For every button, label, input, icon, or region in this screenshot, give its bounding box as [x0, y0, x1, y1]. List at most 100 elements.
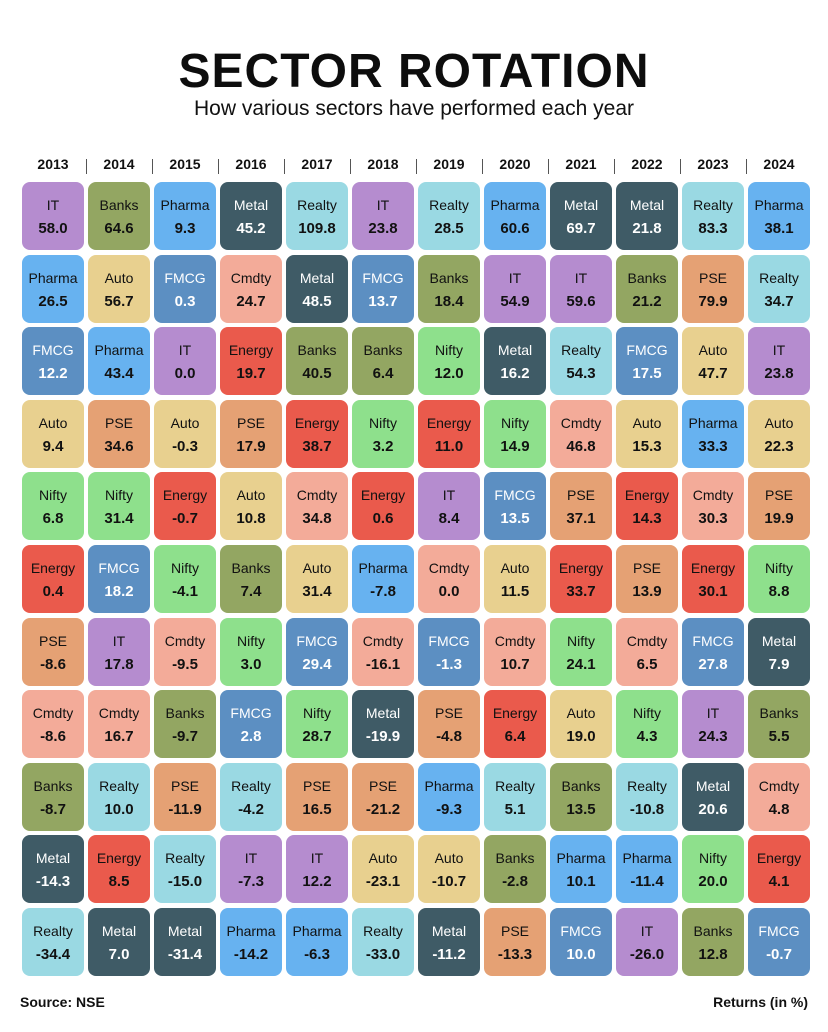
tile-return-value: -10.8: [629, 801, 665, 818]
tile-return-value: -9.5: [172, 656, 198, 673]
tile-sector-label: Realty: [495, 778, 535, 794]
tile-sector-label: Pharma: [754, 197, 804, 213]
tile-return-value: 58.0: [38, 220, 68, 237]
tile-2015-it: IT 0.0: [154, 327, 216, 395]
tile-return-value: 24.3: [698, 728, 728, 745]
tile-sector-label: Banks: [363, 342, 403, 358]
year-header-row: 2013 2014 2015 2016 2017 2018 2019 2020 2021 2022…: [20, 156, 812, 178]
tile-2020-pharma: Pharma 60.6: [484, 182, 546, 250]
tile-return-value: 16.5: [302, 801, 332, 818]
tile-2017-realty: Realty 109.8: [286, 182, 348, 250]
tile-2024-banks: Banks 5.5: [748, 690, 810, 758]
tile-return-value: -1.3: [436, 656, 462, 673]
tile-2017-fmcg: FMCG 29.4: [286, 618, 348, 686]
tile-sector-label: Auto: [500, 560, 530, 576]
tile-sector-label: FMCG: [98, 560, 140, 576]
tile-sector-label: Energy: [96, 850, 142, 866]
tile-return-value: 83.3: [698, 220, 728, 237]
tile-return-value: 14.9: [500, 438, 530, 455]
tile-2022-energy: Energy 14.3: [616, 472, 678, 540]
tile-return-value: -8.6: [40, 656, 66, 673]
tile-sector-label: Nifty: [567, 633, 595, 649]
tile-2018-cmdty: Cmdty -16.1: [352, 618, 414, 686]
tile-2015-pse: PSE -11.9: [154, 763, 216, 831]
tile-return-value: 9.3: [174, 220, 196, 237]
tile-sector-label: Auto: [566, 705, 596, 721]
tile-sector-label: Energy: [30, 560, 76, 576]
year-label-2021: 2021: [565, 156, 597, 172]
tile-2021-it: IT 59.6: [550, 255, 612, 323]
tile-2013-energy: Energy 0.4: [22, 545, 84, 613]
tile-return-value: 10.0: [566, 946, 596, 963]
tile-sector-label: IT: [112, 633, 126, 649]
tile-2018-pse: PSE -21.2: [352, 763, 414, 831]
tile-2014-realty: Realty 10.0: [88, 763, 150, 831]
year-label-2020: 2020: [499, 156, 531, 172]
tile-return-value: 38.1: [764, 220, 794, 237]
tile-2019-metal: Metal -11.2: [418, 908, 480, 976]
tile-2016-metal: Metal 45.2: [220, 182, 282, 250]
tile-2018-nifty: Nifty 3.2: [352, 400, 414, 468]
tile-2024-metal: Metal 7.9: [748, 618, 810, 686]
tile-sector-label: Cmdty: [626, 633, 668, 649]
year-separator: [218, 159, 219, 174]
tile-sector-label: FMCG: [692, 633, 734, 649]
tile-return-value: 29.4: [302, 656, 332, 673]
tile-sector-label: PSE: [38, 633, 67, 649]
tile-return-value: 13.5: [566, 801, 596, 818]
tile-sector-label: Metal: [35, 850, 71, 866]
tile-sector-label: FMCG: [32, 342, 74, 358]
tile-return-value: 4.8: [768, 801, 790, 818]
tile-return-value: 43.4: [104, 365, 134, 382]
tile-2021-metal: Metal 69.7: [550, 182, 612, 250]
tile-return-value: 4.3: [636, 728, 658, 745]
tile-sector-label: Realty: [561, 342, 601, 358]
tile-2024-fmcg: FMCG -0.7: [748, 908, 810, 976]
tile-return-value: -26.0: [629, 946, 665, 963]
tile-return-value: 19.9: [764, 510, 794, 527]
tile-return-value: 30.3: [698, 510, 728, 527]
tile-sector-label: Metal: [233, 197, 269, 213]
tile-return-value: 0.0: [174, 365, 196, 382]
page-title: SECTOR ROTATION: [178, 45, 650, 98]
tile-return-value: 9.4: [42, 438, 64, 455]
tile-sector-label: Auto: [104, 270, 134, 286]
tile-sector-label: Auto: [434, 850, 464, 866]
tile-sector-label: Banks: [429, 270, 469, 286]
year-separator: [284, 159, 285, 174]
tile-sector-label: IT: [442, 487, 456, 503]
tile-2024-pse: PSE 19.9: [748, 472, 810, 540]
tile-2024-energy: Energy 4.1: [748, 835, 810, 903]
year-label-2015: 2015: [169, 156, 201, 172]
tile-2023-it: IT 24.3: [682, 690, 744, 758]
tile-return-value: 11.5: [500, 583, 530, 600]
tile-return-value: 17.9: [236, 438, 266, 455]
tile-sector-label: Realty: [231, 778, 271, 794]
tile-sector-label: FMCG: [758, 923, 800, 939]
tile-sector-label: Nifty: [39, 487, 67, 503]
tile-sector-label: IT: [178, 342, 192, 358]
tile-sector-label: Banks: [165, 705, 205, 721]
year-label-2016: 2016: [235, 156, 267, 172]
tile-sector-label: Banks: [33, 778, 73, 794]
tile-2017-auto: Auto 31.4: [286, 545, 348, 613]
tile-return-value: -0.7: [766, 946, 792, 963]
tile-return-value: 6.8: [42, 510, 64, 527]
tile-sector-label: PSE: [698, 270, 727, 286]
tile-return-value: 0.0: [438, 583, 460, 600]
tile-sector-label: Cmdty: [98, 705, 140, 721]
tile-sector-label: Nifty: [699, 850, 727, 866]
tile-2015-auto: Auto -0.3: [154, 400, 216, 468]
tile-sector-label: Nifty: [303, 705, 331, 721]
tile-sector-label: Banks: [693, 923, 733, 939]
tile-return-value: -14.2: [233, 946, 269, 963]
year-separator: [416, 159, 417, 174]
tile-return-value: 18.2: [104, 583, 134, 600]
units-note: Returns (in %): [713, 994, 808, 1010]
tile-2019-fmcg: FMCG -1.3: [418, 618, 480, 686]
year-label-2024: 2024: [763, 156, 795, 172]
tile-return-value: 7.0: [108, 946, 130, 963]
tile-2015-nifty: Nifty -4.1: [154, 545, 216, 613]
tile-2013-cmdty: Cmdty -8.6: [22, 690, 84, 758]
tile-return-value: 16.2: [500, 365, 530, 382]
